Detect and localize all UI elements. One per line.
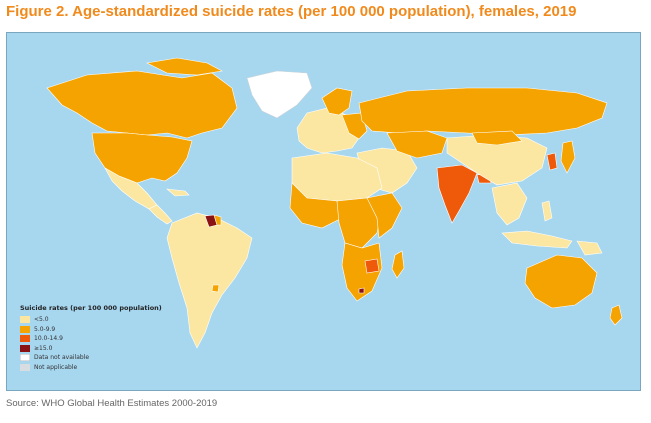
region-scandinavia (321, 87, 353, 116)
region-central-asia (386, 130, 448, 159)
region-south-america (166, 212, 253, 349)
region-southeast-asia (491, 182, 528, 226)
region-mongolia (471, 130, 523, 146)
region-southern-africa (341, 242, 383, 302)
region-greenland (246, 70, 313, 119)
legend-swatch (20, 316, 30, 324)
region-eastern-europe (341, 112, 368, 140)
region-indonesia (501, 230, 573, 249)
region-suriname (213, 214, 222, 226)
world-map (6, 32, 641, 391)
region-canada (46, 70, 238, 139)
legend-swatch (20, 363, 30, 371)
map-legend: Suicide rates (per 100 000 population) <… (20, 304, 162, 372)
legend-item: Data not available (20, 353, 162, 363)
region-madagascar (391, 250, 405, 279)
legend-item: ≥15.0 (20, 344, 162, 354)
legend-swatch (20, 354, 30, 362)
legend-swatch (20, 344, 30, 352)
world-map-svg (7, 33, 640, 390)
region-new-zealand (609, 304, 623, 326)
legend-label: <5.0 (34, 316, 49, 324)
legend-item: 5.0-9.9 (20, 325, 162, 335)
legend-item: 10.0-14.9 (20, 334, 162, 344)
legend-label: Data not available (34, 354, 90, 362)
legend-item: <5.0 (20, 315, 162, 325)
region-japan (560, 140, 576, 174)
region-east-africa (366, 192, 403, 239)
legend-label: ≥15.0 (34, 344, 53, 352)
region-uruguay (211, 284, 220, 293)
region-central-america (148, 204, 173, 225)
region-papua-new-guinea (576, 240, 603, 256)
legend-item: Not applicable (20, 363, 162, 373)
figure-title: Figure 2. Age-standardized suicide rates… (6, 3, 577, 20)
region-west-africa (289, 182, 343, 229)
region-australia (524, 254, 598, 309)
region-lesotho (358, 287, 365, 294)
source-note: Source: WHO Global Health Estimates 2000… (6, 398, 218, 409)
region-zimbabwe (364, 258, 380, 274)
region-russia (358, 87, 608, 136)
legend-swatch (20, 335, 30, 343)
region-india (436, 164, 478, 224)
region-philippines (541, 200, 553, 222)
legend-label: 10.0-14.9 (34, 335, 63, 343)
legend-label: Not applicable (34, 363, 78, 371)
legend-title: Suicide rates (per 100 000 population) (20, 304, 162, 312)
legend-swatch (20, 325, 30, 333)
region-caribbean (166, 188, 190, 197)
region-arctic-islands (146, 57, 223, 76)
region-korea (546, 152, 558, 171)
legend-label: 5.0-9.9 (34, 325, 56, 333)
